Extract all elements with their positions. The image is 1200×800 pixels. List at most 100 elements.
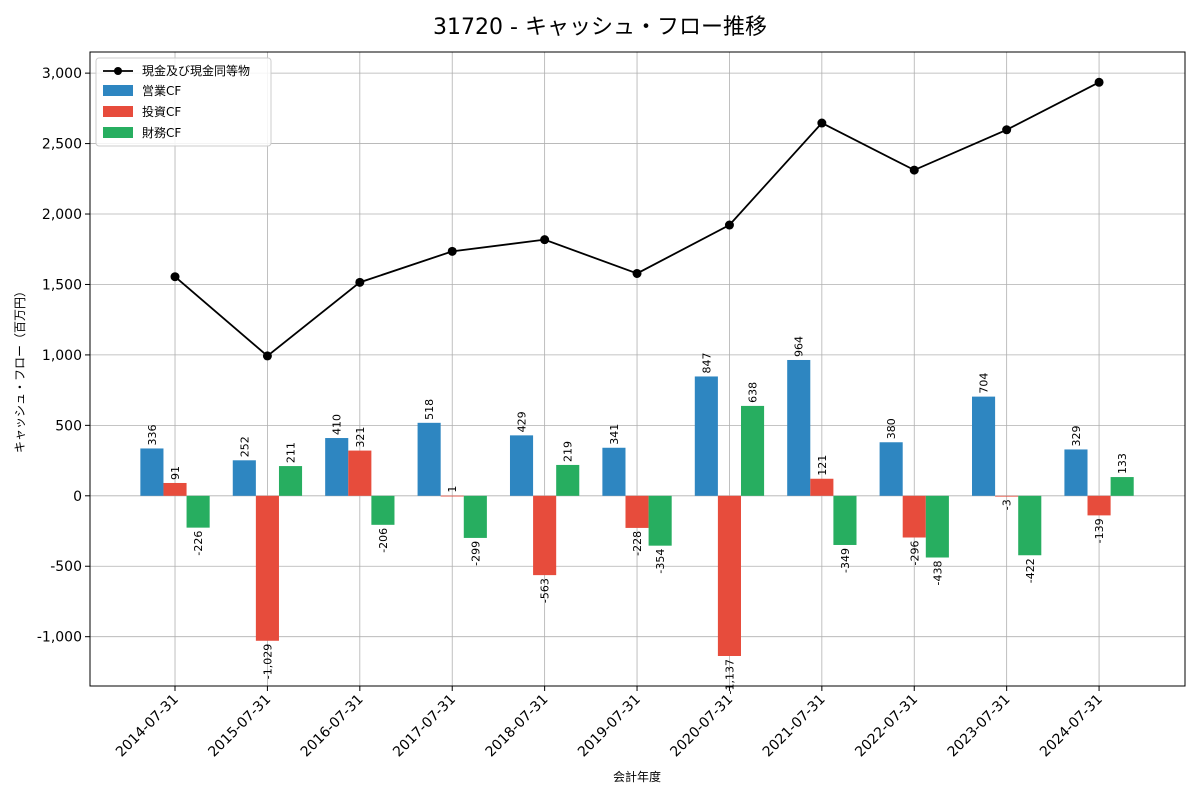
bar-value-label: -1,029 xyxy=(261,644,274,679)
bar-2 xyxy=(810,478,834,496)
cash-point xyxy=(724,220,734,230)
plot-frame xyxy=(89,51,1186,687)
legend-label: 投資CF xyxy=(142,104,181,119)
y-tick-label: -1,000 xyxy=(37,630,82,646)
legend-line-marker xyxy=(114,67,122,75)
bar-1 xyxy=(1064,449,1088,496)
bar-1 xyxy=(787,359,811,496)
cash-point xyxy=(170,272,180,282)
y-tick-label: 1,000 xyxy=(42,348,82,364)
cash-point xyxy=(1094,77,1104,87)
bar-value-label: 518 xyxy=(423,399,436,420)
y-axis-ticks: -1,000 -500 0 500 1,000 1,500 2,000 2,500 3,000 xyxy=(37,66,90,646)
x-tick-label: 2016-07-31 xyxy=(298,692,367,761)
bar-1 xyxy=(602,447,626,496)
bar-value-label: 329 xyxy=(1070,425,1083,446)
y-tick-label: 2,500 xyxy=(42,137,82,153)
cash-line-group xyxy=(170,77,1104,361)
cash-point xyxy=(632,268,642,278)
bar-label-group: 336 252 410 518 429 341 847 964 380 704 329 91 -1,02… xyxy=(146,336,1129,694)
bar-value-label: -3 xyxy=(1001,499,1014,510)
y-tick-label: 3,000 xyxy=(42,66,82,82)
y-axis-label: キャッシュ・フロー（百万円） xyxy=(13,285,27,453)
bar-1 xyxy=(232,460,256,496)
x-tick-label: 2015-07-31 xyxy=(205,692,274,761)
bar-value-label: 429 xyxy=(516,411,529,432)
bar-2 xyxy=(255,495,279,641)
bar-value-label: 321 xyxy=(354,427,367,448)
y-tick-label: 0 xyxy=(73,489,82,505)
x-tick-label: 2024-07-31 xyxy=(1037,692,1106,761)
x-tick-label: 2023-07-31 xyxy=(945,692,1014,761)
bar-1 xyxy=(694,376,718,496)
bar-3 xyxy=(925,495,949,558)
bar-2 xyxy=(1087,495,1111,516)
chart-title: 31720 - キャッシュ・フロー推移 xyxy=(433,15,767,40)
bar-1 xyxy=(972,396,996,496)
x-tick-label: 2019-07-31 xyxy=(575,692,644,761)
cash-point xyxy=(447,246,457,256)
grid-lines xyxy=(90,52,1185,686)
bar-value-label: -563 xyxy=(539,578,552,603)
bar-value-label: -296 xyxy=(908,541,921,566)
bar-value-label: -349 xyxy=(839,548,852,573)
legend-label: 営業CF xyxy=(142,84,181,98)
bar-group xyxy=(140,359,1134,656)
bar-3 xyxy=(1110,477,1134,496)
bar-3 xyxy=(186,495,210,528)
bar-3 xyxy=(278,466,303,496)
bar-value-label: -139 xyxy=(1093,518,1106,543)
y-tick-label: 2,000 xyxy=(42,207,82,223)
bar-value-label: 638 xyxy=(747,382,760,403)
bar-value-label: 704 xyxy=(978,373,991,394)
x-axis-ticks: 2014-07-31 2015-07-31 2016-07-31 2017-07-31… xyxy=(113,686,1106,760)
legend-label: 現金及び現金同等物 xyxy=(142,63,250,78)
bar-value-label: 1 xyxy=(446,486,459,493)
bar-2 xyxy=(348,450,372,496)
bar-value-label: 252 xyxy=(238,436,251,457)
y-tick-label: -500 xyxy=(50,559,82,575)
x-axis-label: 会計年度 xyxy=(613,769,661,784)
bar-3 xyxy=(556,464,580,496)
bar-value-label: 219 xyxy=(562,441,575,462)
legend-swatch xyxy=(103,85,133,96)
bar-value-label: -438 xyxy=(931,561,944,586)
legend-swatch xyxy=(103,127,133,138)
y-tick-label: 1,500 xyxy=(42,277,82,293)
y-tick-label: 500 xyxy=(55,418,82,434)
bar-1 xyxy=(325,438,349,496)
bar-2 xyxy=(995,495,1019,497)
bar-value-label: 121 xyxy=(816,455,829,476)
bar-2 xyxy=(717,495,741,656)
bar-value-label: -354 xyxy=(654,549,667,574)
bar-2 xyxy=(902,495,926,538)
bar-value-label: 341 xyxy=(608,424,621,445)
legend-label: 財務CF xyxy=(142,125,181,140)
cash-point xyxy=(540,235,550,245)
x-tick-label: 2014-07-31 xyxy=(113,692,182,761)
bar-1 xyxy=(879,442,903,496)
bar-value-label: -422 xyxy=(1024,558,1037,583)
bar-value-label: -299 xyxy=(469,541,482,566)
x-tick-label: 2022-07-31 xyxy=(852,692,921,761)
bar-value-label: 211 xyxy=(285,442,298,463)
legend-swatch xyxy=(103,106,133,117)
bar-3 xyxy=(371,495,395,525)
cash-point xyxy=(817,118,827,128)
bar-value-label: 964 xyxy=(793,336,806,357)
bar-value-label: -206 xyxy=(377,528,390,553)
bar-value-label: 380 xyxy=(885,418,898,439)
x-tick-label: 2021-07-31 xyxy=(760,692,829,761)
bar-3 xyxy=(648,495,672,546)
bar-1 xyxy=(509,435,534,496)
bar-2 xyxy=(533,495,557,576)
cash-point xyxy=(262,351,272,361)
bar-2 xyxy=(440,495,464,497)
bar-value-label: 91 xyxy=(169,466,182,480)
x-tick-label: 2017-07-31 xyxy=(390,692,459,761)
bar-2 xyxy=(163,482,187,496)
x-tick-label: 2020-07-31 xyxy=(667,692,736,761)
bar-value-label: 133 xyxy=(1116,453,1129,474)
cash-point xyxy=(1002,125,1012,135)
legend-box xyxy=(95,57,272,147)
